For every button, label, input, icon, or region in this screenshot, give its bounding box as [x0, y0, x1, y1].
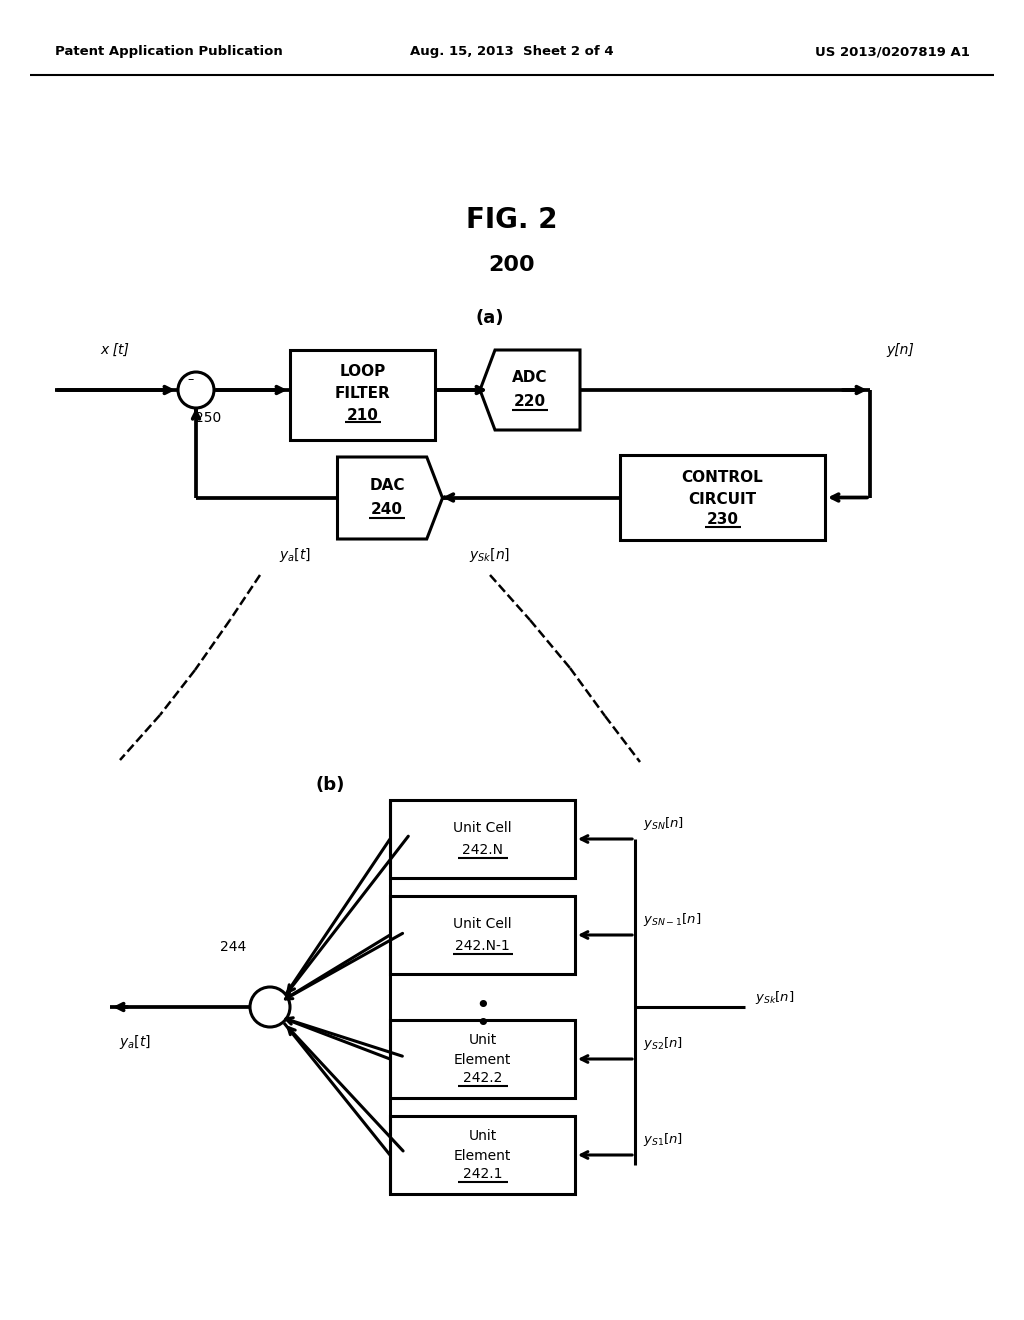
Text: y[n]: y[n] — [886, 343, 913, 356]
Text: Unit Cell: Unit Cell — [454, 917, 512, 931]
Text: x [t]: x [t] — [100, 343, 129, 356]
Text: $y_{SN}[n]$: $y_{SN}[n]$ — [643, 816, 684, 833]
Bar — [620, 455, 825, 540]
Bar — [290, 350, 435, 440]
Text: LOOP: LOOP — [339, 364, 386, 380]
Bar — [390, 1020, 575, 1098]
Bar — [390, 1115, 575, 1195]
Text: 200: 200 — [488, 255, 536, 275]
Text: US 2013/0207819 A1: US 2013/0207819 A1 — [815, 45, 970, 58]
Text: DAC: DAC — [370, 479, 404, 494]
Text: 244: 244 — [220, 940, 246, 954]
Text: FIG. 2: FIG. 2 — [466, 206, 558, 234]
Circle shape — [250, 987, 290, 1027]
Text: $y_{Sk}[n]$: $y_{Sk}[n]$ — [469, 546, 511, 564]
Polygon shape — [338, 457, 442, 539]
Text: $y_{Sk}[n]$: $y_{Sk}[n]$ — [755, 989, 795, 1006]
Text: Unit: Unit — [468, 1034, 497, 1047]
Text: FILTER: FILTER — [335, 387, 390, 401]
Text: $y_{SN-1}[n]$: $y_{SN-1}[n]$ — [643, 912, 701, 928]
Text: Aug. 15, 2013  Sheet 2 of 4: Aug. 15, 2013 Sheet 2 of 4 — [411, 45, 613, 58]
Polygon shape — [480, 350, 580, 430]
Text: $y_a[t]$: $y_a[t]$ — [279, 546, 311, 564]
Text: 240: 240 — [371, 503, 403, 517]
Text: 230: 230 — [707, 512, 738, 528]
Text: ADC: ADC — [512, 371, 548, 385]
Text: 210: 210 — [346, 408, 379, 422]
Text: CIRCUIT: CIRCUIT — [688, 491, 757, 507]
Bar — [390, 896, 575, 974]
Text: –: – — [187, 374, 195, 387]
Text: Element: Element — [454, 1053, 511, 1067]
Text: Patent Application Publication: Patent Application Publication — [55, 45, 283, 58]
Text: (b): (b) — [315, 776, 345, 795]
Text: 242.N: 242.N — [462, 843, 503, 857]
Text: 242.1: 242.1 — [463, 1167, 502, 1181]
Text: Unit: Unit — [468, 1129, 497, 1143]
Text: 242.2: 242.2 — [463, 1071, 502, 1085]
Text: CONTROL: CONTROL — [682, 470, 763, 484]
Text: 250: 250 — [195, 411, 221, 425]
Text: $y_{S1}[n]$: $y_{S1}[n]$ — [643, 1131, 683, 1148]
Text: Element: Element — [454, 1148, 511, 1163]
Text: •: • — [475, 1012, 489, 1036]
Text: Unit Cell: Unit Cell — [454, 821, 512, 836]
Text: $y_a[t]$: $y_a[t]$ — [119, 1034, 151, 1051]
Text: 242.N-1: 242.N-1 — [455, 939, 510, 953]
Circle shape — [178, 372, 214, 408]
Text: (a): (a) — [476, 309, 504, 327]
Text: •: • — [475, 994, 489, 1018]
Text: $y_{S2}[n]$: $y_{S2}[n]$ — [643, 1035, 683, 1052]
Bar — [390, 800, 575, 878]
Text: 220: 220 — [514, 395, 546, 409]
